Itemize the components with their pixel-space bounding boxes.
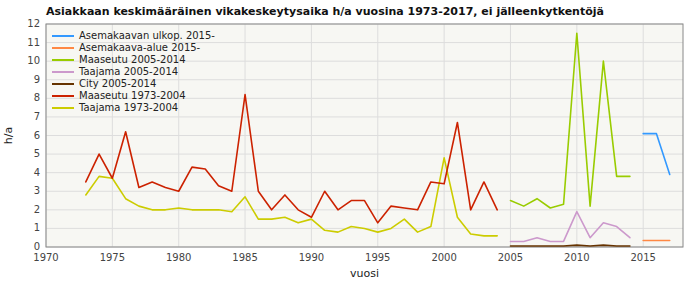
x-axis-label: vuosi	[350, 267, 379, 280]
legend-swatch	[52, 35, 74, 37]
grid-line	[510, 24, 511, 247]
y-tick-label: 0	[34, 241, 40, 252]
legend: Asemakaavan ulkop. 2015-Asemakaava-alue …	[52, 30, 215, 113]
y-tick-label: 4	[34, 167, 40, 178]
series-line	[86, 95, 497, 223]
y-tick-label: 11	[27, 37, 40, 48]
x-tick-label: 2000	[431, 252, 456, 263]
legend-label: Asemakaava-alue 2015-	[79, 42, 201, 53]
legend-swatch	[52, 47, 74, 49]
x-tick-label: 2005	[498, 252, 523, 263]
series-line	[510, 212, 629, 242]
grid-line	[444, 24, 445, 247]
y-tick-label: 8	[34, 92, 40, 103]
series-line	[643, 240, 670, 242]
grid-line	[245, 24, 246, 247]
grid-line	[46, 135, 683, 136]
legend-swatch	[52, 59, 74, 61]
legend-label: Asemakaavan ulkop. 2015-	[79, 30, 215, 41]
y-tick-label: 2	[34, 204, 40, 215]
grid-line	[311, 24, 312, 247]
y-tick-label: 5	[34, 148, 40, 159]
y-tick-label: 12	[27, 18, 40, 29]
x-tick-label: 1985	[232, 252, 257, 263]
y-tick-label: 7	[34, 111, 40, 122]
plot-frame	[46, 24, 683, 247]
legend-label: Maaseutu 2005-2014	[79, 54, 186, 65]
axes: 0123456789101112197019751980198519901995…	[27, 18, 656, 263]
x-tick-label: 1970	[33, 252, 58, 263]
grid-line	[46, 154, 683, 155]
series-line	[643, 134, 670, 175]
chart: 0123456789101112197019751980198519901995…	[0, 0, 695, 283]
legend-label: City 2005-2014	[79, 78, 156, 89]
title: Asiakkaan keskimääräinen vikakeskeytysai…	[46, 5, 604, 18]
y-tick-label: 9	[34, 74, 40, 85]
plot-background	[46, 24, 683, 247]
legend-label: Taajama 1973-2004	[78, 102, 178, 113]
y-tick-label: 1	[34, 222, 40, 233]
x-tick-label: 1990	[299, 252, 324, 263]
y-axis-label: h/a	[2, 127, 15, 144]
grid-line	[377, 24, 378, 247]
legend-swatch	[52, 83, 74, 85]
y-tick-label: 10	[27, 55, 40, 66]
x-tick-label: 1975	[100, 252, 125, 263]
legend-swatch	[52, 95, 74, 97]
legend-label: Taajama 2005-2014	[78, 66, 178, 77]
series-line	[510, 33, 629, 208]
x-tick-label: 2015	[630, 252, 655, 263]
grid	[46, 24, 683, 247]
series-line	[510, 244, 629, 247]
y-tick-label: 3	[34, 185, 40, 196]
grid-line	[643, 24, 644, 247]
x-tick-label: 1980	[166, 252, 191, 263]
series-line	[86, 158, 497, 236]
y-tick-label: 6	[34, 130, 40, 141]
legend-swatch	[52, 107, 74, 109]
grid-line	[46, 191, 683, 192]
grid-line	[46, 209, 683, 210]
legend-label: Maaseutu 1973-2004	[79, 90, 186, 101]
legend-swatch	[52, 71, 74, 73]
x-tick-label: 2010	[564, 252, 589, 263]
grid-line	[46, 116, 683, 117]
x-tick-label: 1995	[365, 252, 390, 263]
